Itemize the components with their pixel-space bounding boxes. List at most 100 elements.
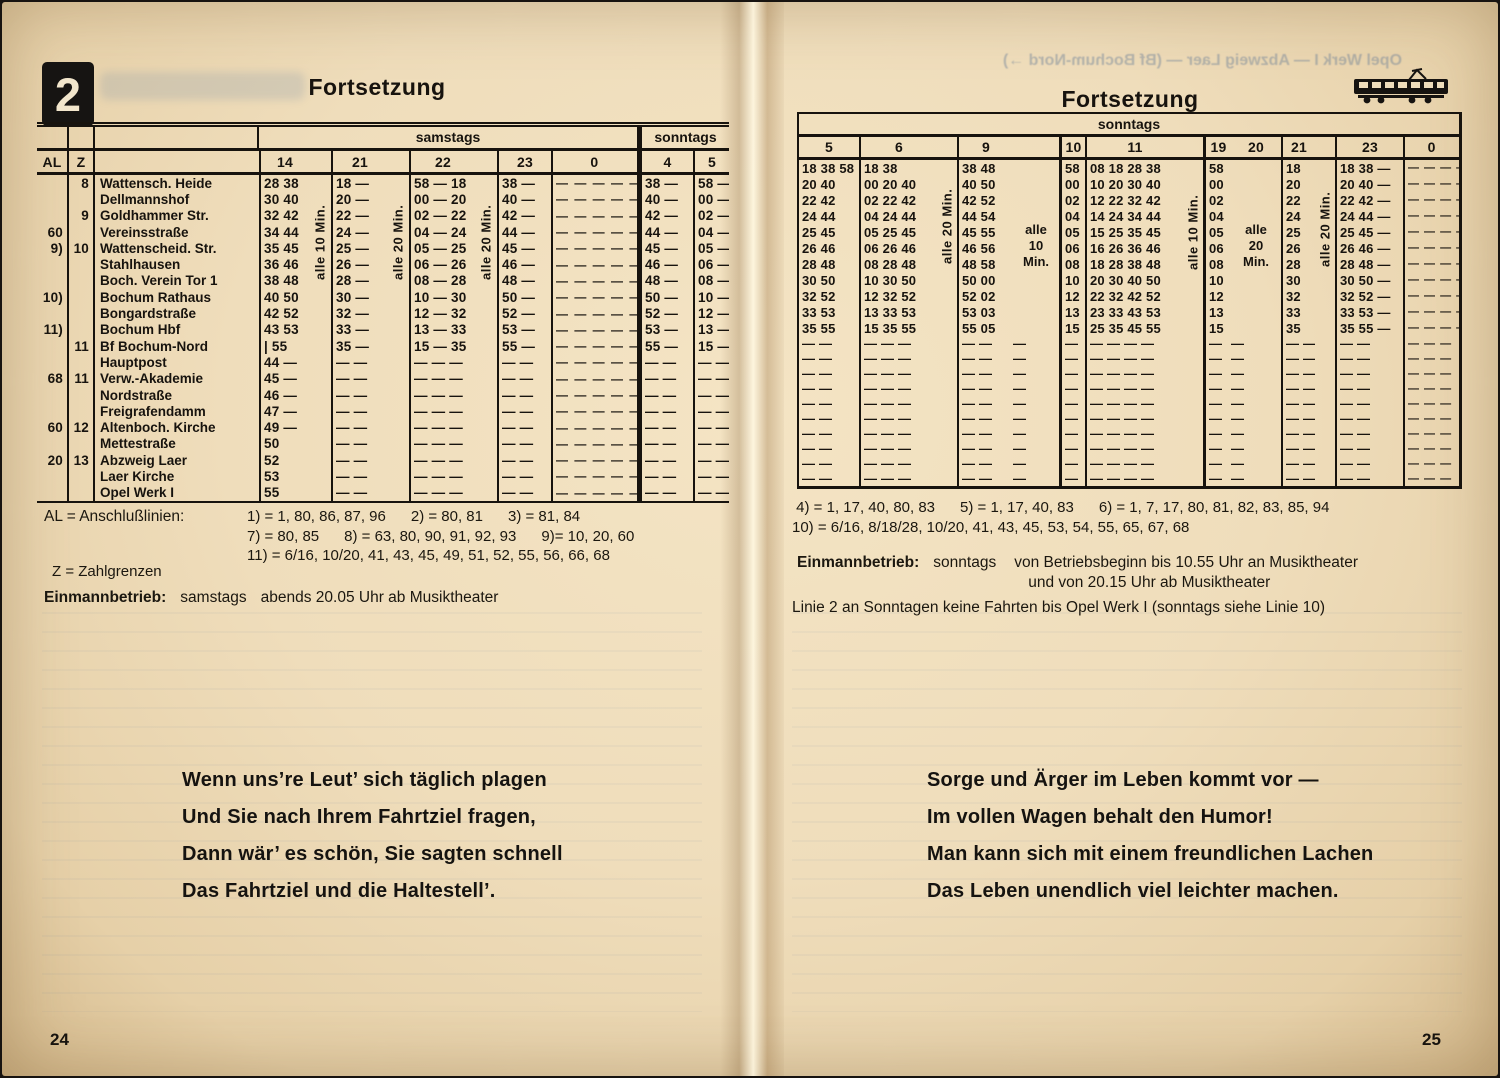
- timetable-row-c9: 55 05: [957, 320, 1013, 336]
- timetable-row-t5: — —: [693, 403, 729, 420]
- timetable-row-t5: 05 —: [693, 240, 729, 257]
- timetable-row-z: [67, 191, 93, 208]
- timetable-row-c10: 15: [1059, 320, 1085, 336]
- timetable-row-t0: — — — — —: [551, 337, 637, 355]
- timetable-left-group-header: samstags sonntags: [37, 127, 729, 151]
- timetable-row-t22: 10 — 30: [409, 289, 475, 306]
- timetable-row-al: 60: [47, 420, 63, 436]
- timetable-row-z: [67, 256, 93, 273]
- dash-row-h20: —: [1231, 471, 1245, 486]
- dash-row-v2: [1183, 456, 1203, 471]
- timetable-row-t4: 48 —: [637, 272, 693, 290]
- dash-row-c19: —: [1203, 441, 1231, 456]
- timetable-row-v1: [309, 387, 331, 403]
- dash-row-c21: — —: [1281, 441, 1315, 456]
- timetable-row-c11: 20 30 40 50: [1085, 272, 1183, 288]
- timetable-row-t0: — — — — —: [551, 370, 637, 387]
- dash-row-v1: [937, 396, 957, 411]
- timetable-row-t21: — —: [331, 386, 387, 404]
- timetable-row-c19: 06: [1203, 240, 1231, 256]
- dash-row-v1: [937, 441, 957, 456]
- interval-label-vertical: alle 20 Min.: [1317, 191, 1333, 267]
- dash-row-v1: [937, 411, 957, 426]
- dash-row-c5: — —: [802, 471, 833, 486]
- timetable-row-c0: — — — —: [1403, 320, 1459, 336]
- timetable-row-c0: — — — —: [1403, 256, 1459, 272]
- timetable-row-t14: 44 —: [259, 354, 309, 371]
- bleedthrough-smudge: [100, 72, 305, 100]
- dash-row-c23: — —: [1335, 426, 1403, 441]
- timetable-row-t5: — —: [693, 468, 729, 485]
- timetable-row-t4: 40 —: [637, 191, 693, 208]
- dash-row-c11: — — — —: [1085, 441, 1183, 456]
- timetable-row-t22: — — —: [409, 419, 475, 436]
- timetable-row-c6: 00 20 40: [859, 176, 937, 192]
- hour-header-row-t22: 22: [409, 151, 475, 172]
- footnote-zahlgrenzen: Z = Zahlgrenzen: [52, 563, 162, 580]
- einmann-line1: von Betriebsbeginn bis 10.55 Uhr an Musi…: [1014, 554, 1359, 571]
- timetable-right: sonntags 5 6 9 10 11 19 20 21 23 0 alle 20 Min. a…: [797, 112, 1462, 489]
- poem-line: Man kann sich mit einem freundlichen Lac…: [927, 843, 1374, 865]
- timetable-row-z: [67, 468, 93, 485]
- timetable-row-v2: [387, 468, 409, 484]
- timetable-row-t0: — — — — —: [551, 468, 637, 485]
- timetable-row-name: Dellmannshof: [93, 191, 259, 208]
- hour-header-row-c11: 11: [1085, 137, 1183, 157]
- dash-row-c23: — —: [1335, 456, 1403, 471]
- timetable-row-c21: 25: [1281, 224, 1315, 240]
- timetable-row-t14: 30 40: [259, 191, 309, 208]
- timetable-row-z: [67, 403, 93, 420]
- dash-row-c10: —: [1059, 441, 1085, 456]
- timetable-row: 35 55 15 35 55 55 05 15 25 35 45 55 15 35 35 55…: [799, 320, 1459, 336]
- timetable-row-t0: — — — — —: [551, 223, 637, 241]
- timetable-row-t0: — — — — —: [551, 175, 637, 192]
- timetable-row-c11: 15 25 35 45: [1085, 224, 1183, 240]
- timetable-row-c23: 28 48 —: [1335, 256, 1403, 272]
- timetable-row-v2: [387, 338, 409, 354]
- dash-row-h20: —: [1231, 411, 1245, 426]
- timetable-row-z: 8: [67, 175, 93, 192]
- hour-header-row-c21: 21: [1281, 137, 1315, 157]
- poem-right: Sorge und Ärger im Leben kommt vor — Im …: [927, 762, 1373, 910]
- dash-row-c6: — — —: [859, 366, 937, 381]
- timetable-row-t21: — —: [331, 452, 387, 469]
- timetable-row-c10: 06: [1059, 240, 1085, 256]
- timetable-row-al: [37, 273, 67, 289]
- dash-row-v1: [937, 366, 957, 381]
- hour-header-row-v2: [1183, 137, 1203, 157]
- timetable-row-t23: 50 —: [497, 289, 551, 306]
- footnote-line: 4) = 1, 17, 40, 80, 83 5) = 1, 17, 40, 8…: [792, 499, 1330, 516]
- timetable-row-c9: 40 50: [957, 176, 1013, 192]
- dash-row-h10: —: [1013, 366, 1027, 381]
- footnote-linie2: Linie 2 an Sonntagen keine Fahrten bis O…: [792, 599, 1326, 616]
- hour-header-row-al: AL: [42, 153, 62, 170]
- timetable-row-name: Bochum Hbf: [93, 321, 259, 338]
- timetable-row-h10: [1013, 192, 1059, 208]
- dash-row-c23: — —: [1335, 396, 1403, 411]
- timetable-row-name: Verw.-Akademie: [93, 370, 259, 387]
- timetable-row-t14: 53: [259, 468, 309, 485]
- dash-row-v1: [937, 456, 957, 471]
- timetable-row-v3: [475, 452, 497, 468]
- timetable-row-c21: 35: [1281, 320, 1315, 336]
- timetable-row-t21: 25 —: [331, 240, 387, 257]
- timetable-row-c5: 24 44: [802, 208, 836, 224]
- timetable-row-t23: 52 —: [497, 305, 551, 322]
- timetable-row: 32 52 12 32 52 52 02 12 22 32 42 52 12 32 32 52…: [799, 288, 1459, 304]
- dash-row-c23: — —: [1335, 336, 1403, 351]
- timetable-row-t14: 49 —: [259, 419, 309, 436]
- timetable-row-t4: 45 —: [637, 240, 693, 257]
- dash-row-c23: — —: [1335, 366, 1403, 381]
- hour-header-row-c9: 9: [957, 137, 1013, 157]
- timetable-row-t14: 55: [259, 484, 309, 501]
- footnote-al-label: AL = Anschlußlinien:: [44, 508, 185, 525]
- hour-header-row-c19: 19: [1203, 137, 1231, 157]
- timetable-row-t5: 15 —: [693, 337, 729, 355]
- timetable-row-t21: — —: [331, 435, 387, 453]
- footnote-einmannbetrieb-left: Einmannbetrieb: samstags abends 20.05 Uhr …: [44, 588, 498, 608]
- timetable-row-v1: [309, 436, 331, 452]
- timetable-row-c21: 22: [1281, 192, 1315, 208]
- timetable-row-t14: 50: [259, 435, 309, 453]
- dash-row-c5: — —: [802, 426, 833, 441]
